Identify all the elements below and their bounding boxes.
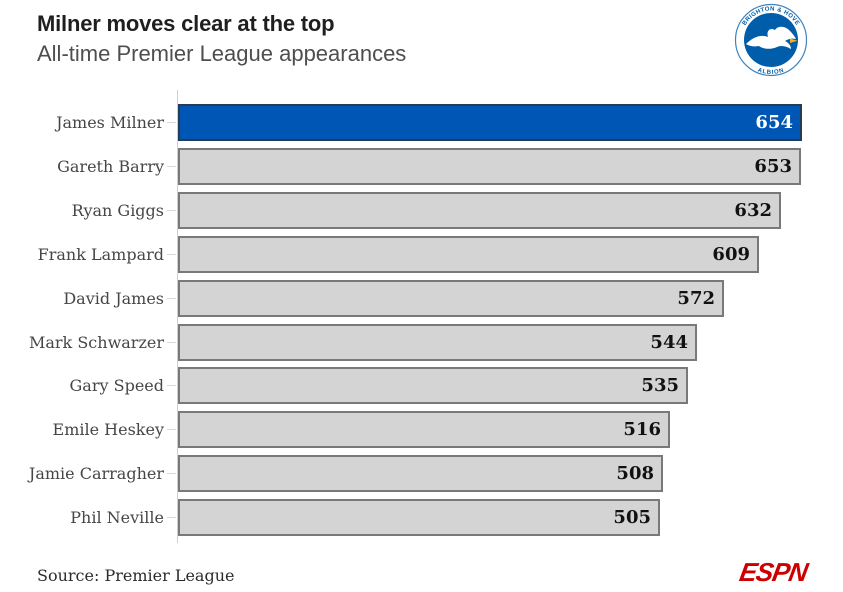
bar-row: Mark Schwarzer 544: [0, 323, 843, 361]
value-label: 609: [712, 243, 750, 265]
category-label: Mark Schwarzer: [28, 332, 164, 352]
axis-tick: [167, 517, 176, 519]
bar: 535: [178, 367, 688, 405]
seagull-beak: [790, 38, 798, 43]
category-label: Gary Speed: [69, 376, 164, 396]
page-subtitle: All-time Premier League appearances: [37, 41, 407, 66]
value-label: 632: [734, 199, 772, 221]
bar: 505: [178, 499, 660, 537]
brighton-club-crest: BRIGHTON & HOVE ALBION: [734, 3, 808, 77]
bar-row: Gary Speed 535: [0, 367, 843, 405]
espn-logo: ESPN: [737, 557, 810, 587]
category-label: Jamie Carragher: [28, 464, 164, 484]
y-axis-line: [177, 90, 178, 543]
value-label: 535: [641, 375, 679, 397]
category-label: Gareth Barry: [57, 156, 164, 176]
bar-chart: James Milner 654 Gareth Barry 653 Ryan Giggs…: [0, 90, 843, 544]
axis-tick: [167, 429, 176, 431]
crest-text-bottom: ALBION: [757, 67, 786, 76]
page-title: Milner moves clear at the top: [37, 11, 335, 36]
bar-row: Ryan Giggs 632: [0, 191, 843, 229]
bar-row: Emile Heskey 516: [0, 411, 843, 449]
category-label: James Milner: [56, 113, 164, 132]
seagull-icon: [746, 26, 796, 49]
bar-row: Phil Neville 505: [0, 499, 843, 537]
category-label: Phil Neville: [70, 508, 164, 528]
bar-row: James Milner 654: [0, 104, 843, 141]
bar-row: Frank Lampard 609: [0, 235, 843, 273]
bar: 544: [178, 323, 697, 361]
bar: 508: [178, 455, 663, 493]
value-label: 654: [755, 112, 793, 133]
axis-tick: [167, 297, 176, 299]
axis-tick: [167, 122, 176, 123]
bar: 632: [178, 191, 781, 229]
bar: 654: [178, 104, 802, 141]
axis-tick: [167, 209, 176, 211]
value-label: 572: [677, 287, 715, 309]
category-label: David James: [63, 288, 164, 308]
value-label: 508: [616, 463, 654, 485]
category-label: Frank Lampard: [37, 244, 164, 264]
axis-tick: [167, 385, 176, 387]
bar: 653: [178, 147, 801, 185]
bar-row: Gareth Barry 653: [0, 147, 843, 185]
value-label: 505: [613, 507, 651, 529]
axis-tick: [167, 253, 176, 255]
category-label: Emile Heskey: [52, 420, 164, 440]
value-label: 516: [623, 419, 661, 441]
axis-tick: [167, 341, 176, 343]
value-label: 653: [754, 155, 792, 177]
value-label: 544: [650, 331, 688, 353]
bar-row: David James 572: [0, 279, 843, 317]
bar-row: Jamie Carragher 508: [0, 455, 843, 493]
bar: 609: [178, 235, 759, 273]
axis-tick: [167, 473, 176, 475]
category-label: Ryan Giggs: [71, 200, 164, 220]
axis-tick: [167, 165, 176, 167]
source-note: Source: Premier League: [37, 566, 235, 585]
bar: 572: [178, 279, 724, 317]
bar: 516: [178, 411, 670, 449]
